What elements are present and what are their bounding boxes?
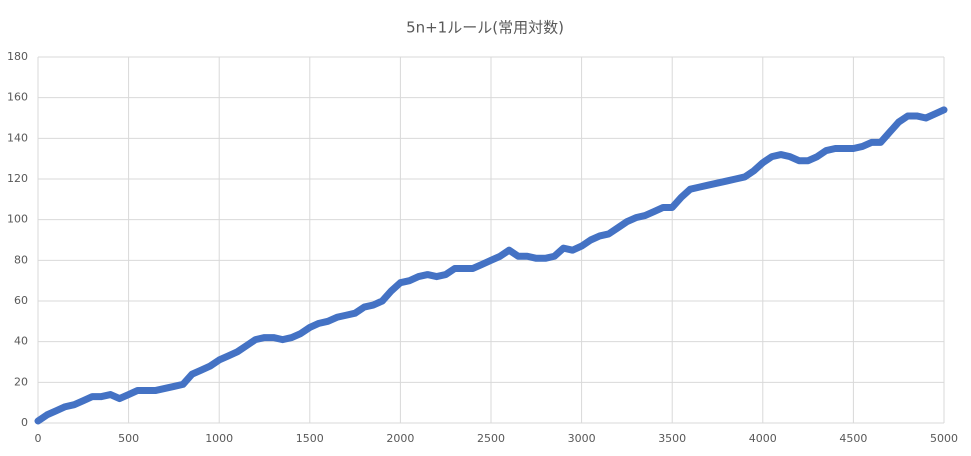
y-tick-label: 140 bbox=[7, 131, 28, 144]
x-tick-label: 5000 bbox=[930, 432, 958, 445]
y-tick-label: 180 bbox=[7, 50, 28, 63]
x-tick-label: 3000 bbox=[568, 432, 596, 445]
y-tick-label: 160 bbox=[7, 91, 28, 104]
chart-title: 5n+1ルール(常用対数) bbox=[406, 19, 564, 37]
x-tick-label: 4500 bbox=[839, 432, 867, 445]
x-tick-label: 1000 bbox=[205, 432, 233, 445]
y-tick-label: 60 bbox=[14, 294, 28, 307]
data-line bbox=[34, 106, 948, 425]
x-tick-label: 0 bbox=[35, 432, 42, 445]
y-tick-label: 0 bbox=[21, 416, 28, 429]
y-tick-label: 80 bbox=[14, 253, 28, 266]
x-tick-label: 2000 bbox=[386, 432, 414, 445]
x-tick-label: 3500 bbox=[658, 432, 686, 445]
y-tick-label: 120 bbox=[7, 172, 28, 185]
y-tick-label: 20 bbox=[14, 375, 28, 388]
y-tick-label: 40 bbox=[14, 335, 28, 348]
x-tick-label: 4000 bbox=[749, 432, 777, 445]
x-tick-label: 2500 bbox=[477, 432, 505, 445]
x-tick-label: 500 bbox=[118, 432, 139, 445]
y-tick-label: 100 bbox=[7, 213, 28, 226]
x-tick-label: 1500 bbox=[296, 432, 324, 445]
